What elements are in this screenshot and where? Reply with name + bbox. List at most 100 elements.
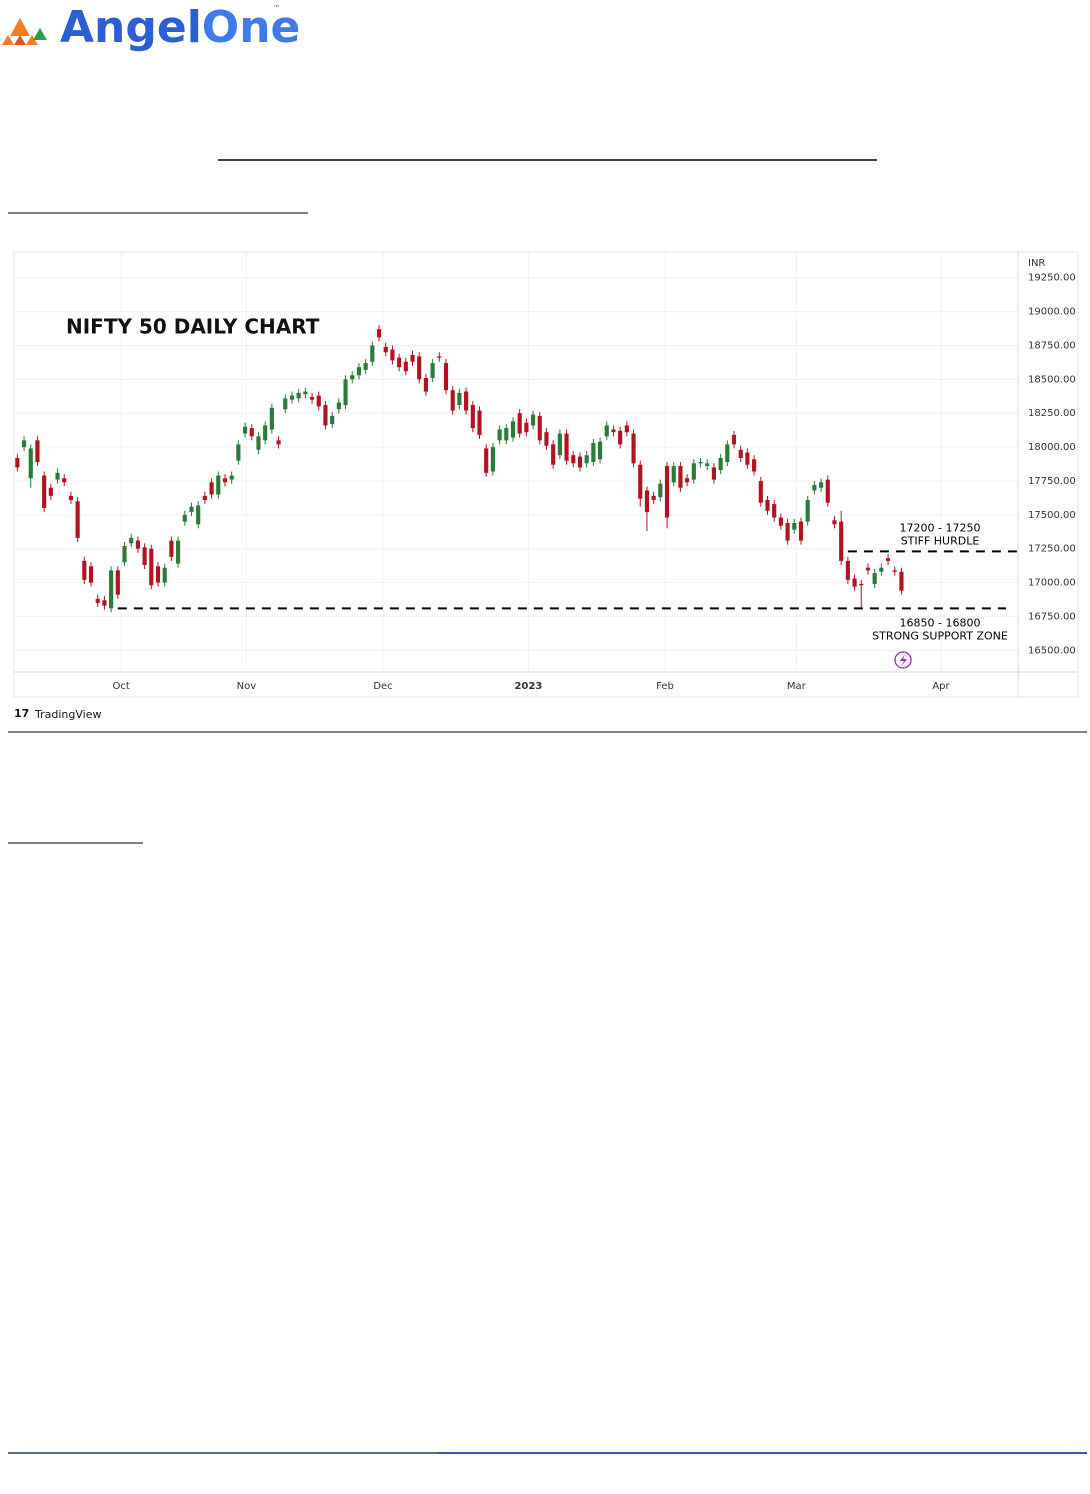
- candle-body: [256, 436, 261, 450]
- candle-body: [48, 487, 53, 496]
- logo-one: One: [202, 2, 301, 53]
- candle-body: [618, 430, 623, 445]
- candle-body: [28, 448, 33, 479]
- y-tick-label: 17500.00: [1028, 510, 1076, 521]
- candle-body: [470, 405, 475, 429]
- candle-body: [229, 475, 234, 480]
- candle-body: [772, 504, 777, 518]
- candle-body: [651, 495, 656, 500]
- candle-body: [778, 517, 783, 526]
- candle-body: [899, 571, 904, 591]
- candle-body: [95, 598, 100, 603]
- candle-body: [678, 466, 683, 488]
- candle-body: [316, 395, 321, 407]
- x-tick-label: Apr: [932, 681, 950, 692]
- logo-text: AngelOne: [60, 2, 300, 53]
- candle-body: [222, 478, 228, 483]
- x-tick-label: 2023: [514, 681, 542, 692]
- y-tick-label: 19000.00: [1028, 307, 1076, 318]
- candle-body: [82, 560, 87, 580]
- candle-body: [691, 463, 696, 480]
- candle-body: [658, 483, 663, 498]
- candle-body: [249, 428, 254, 437]
- candle-body: [638, 464, 643, 499]
- candle-body: [644, 490, 650, 513]
- candle-body: [410, 354, 415, 362]
- candle-body: [350, 375, 355, 380]
- candle-body: [537, 415, 542, 441]
- candle-body: [551, 444, 556, 465]
- candle-body: [798, 521, 804, 541]
- y-tick-label: 18750.00: [1028, 340, 1076, 351]
- candle-body: [671, 466, 676, 483]
- candle-body: [142, 547, 147, 565]
- candle-body: [68, 495, 74, 500]
- candle-body: [758, 480, 763, 503]
- candle-body: [571, 455, 576, 464]
- y-tick-label: 19250.00: [1028, 273, 1076, 284]
- candle-body: [484, 448, 489, 473]
- candle-body: [477, 410, 482, 435]
- candle-body: [303, 391, 308, 395]
- candle-body: [403, 361, 408, 372]
- x-tick-label: Dec: [373, 681, 392, 692]
- candle-body: [731, 434, 737, 445]
- candle-body: [785, 522, 790, 541]
- candle-body: [892, 570, 897, 572]
- candle-body: [35, 440, 40, 462]
- chart-frame: [13, 251, 1079, 698]
- candle-body: [102, 600, 107, 606]
- candle-body: [149, 548, 154, 586]
- candle-body: [189, 506, 194, 513]
- candle-body: [825, 479, 830, 503]
- candle-body: [122, 546, 127, 563]
- candle-body: [363, 363, 368, 370]
- candle-body: [805, 499, 810, 522]
- candle-body: [738, 449, 743, 458]
- candle-body: [343, 379, 348, 406]
- candle-body: [490, 447, 495, 472]
- candle-body: [711, 467, 716, 480]
- candle-body: [296, 392, 301, 399]
- candle-body: [376, 329, 382, 338]
- candle-body: [330, 415, 335, 425]
- y-tick-label: 17000.00: [1028, 578, 1076, 589]
- candle-body: [564, 433, 569, 461]
- candle-body: [155, 566, 161, 583]
- candle-body: [356, 367, 362, 376]
- candle-body: [323, 405, 328, 426]
- y-tick-label: 17750.00: [1028, 476, 1076, 487]
- level-note: STRONG SUPPORT ZONE: [872, 629, 1008, 642]
- candle-body: [216, 475, 221, 495]
- candle-body: [531, 414, 536, 426]
- candle-body: [283, 398, 288, 410]
- candle-body: [390, 349, 395, 361]
- candle-body: [55, 472, 60, 480]
- candle-body: [544, 432, 549, 446]
- candle-body: [664, 466, 670, 518]
- candle-body: [176, 540, 181, 564]
- candle-body: [504, 428, 509, 441]
- candle-body: [845, 560, 850, 580]
- candle-body: [819, 482, 824, 488]
- event-icon: [894, 651, 912, 669]
- x-tick-label: Oct: [113, 681, 130, 692]
- candle-body: [443, 363, 449, 391]
- candle-body: [450, 390, 455, 411]
- candle-body: [524, 422, 529, 433]
- level-note: STIFF HURDLE: [901, 534, 980, 547]
- y-tick-label: 16500.00: [1028, 645, 1076, 656]
- candle-body: [839, 521, 844, 561]
- chart-title: NIFTY 50 DAILY CHART: [66, 315, 320, 339]
- candle-body: [510, 421, 516, 438]
- candle-body: [584, 455, 589, 464]
- candle-body: [611, 429, 616, 433]
- candle-body: [464, 391, 469, 411]
- candle-body: [705, 463, 710, 467]
- candle-body: [42, 475, 47, 509]
- candle-body: [725, 444, 730, 462]
- candle-body: [745, 452, 750, 465]
- candle-body: [269, 407, 274, 430]
